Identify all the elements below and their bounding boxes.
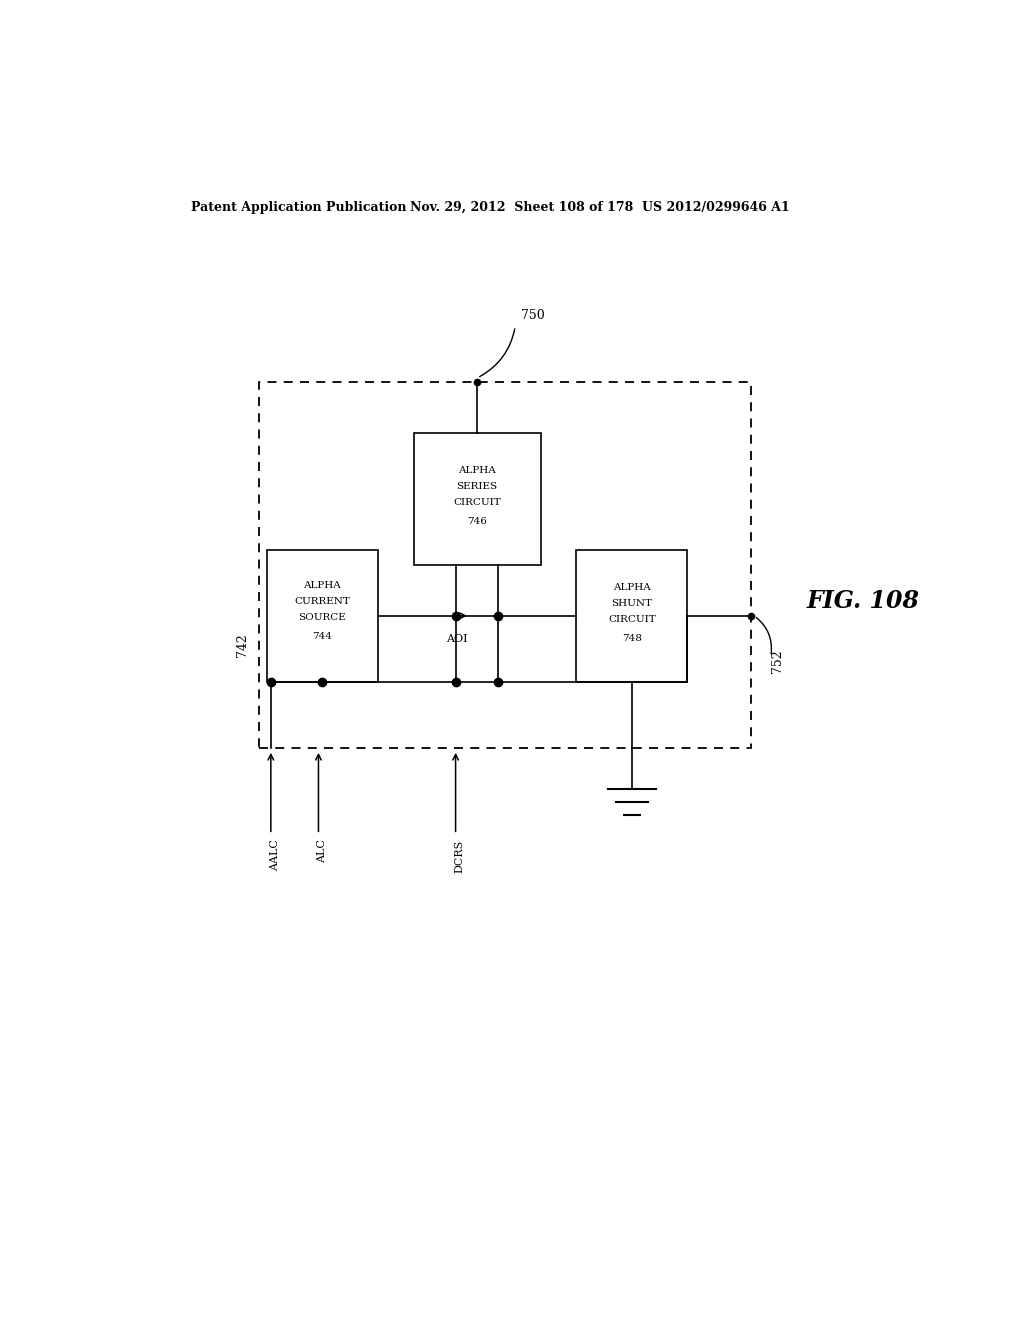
Text: ALPHA: ALPHA bbox=[613, 583, 651, 591]
Text: 744: 744 bbox=[312, 631, 333, 640]
Bar bbox=[259, 381, 751, 748]
Text: Patent Application Publication: Patent Application Publication bbox=[191, 201, 407, 214]
Text: Nov. 29, 2012  Sheet 108 of 178  US 2012/0299646 A1: Nov. 29, 2012 Sheet 108 of 178 US 2012/0… bbox=[410, 201, 790, 214]
Text: 746: 746 bbox=[467, 516, 487, 525]
Text: SHUNT: SHUNT bbox=[611, 599, 652, 609]
Bar bbox=[267, 549, 378, 682]
Text: DCRS: DCRS bbox=[455, 840, 465, 873]
Text: AALC: AALC bbox=[269, 840, 280, 871]
Text: ALPHA: ALPHA bbox=[459, 466, 496, 475]
Text: SERIES: SERIES bbox=[457, 482, 498, 491]
Text: CIRCUIT: CIRCUIT bbox=[454, 499, 501, 507]
Text: 752: 752 bbox=[771, 649, 783, 673]
Bar bbox=[577, 549, 687, 682]
Text: 742: 742 bbox=[237, 634, 250, 657]
Text: SOURCE: SOURCE bbox=[299, 614, 346, 622]
Text: 748: 748 bbox=[622, 634, 642, 643]
Text: ALC: ALC bbox=[317, 840, 328, 863]
Text: CURRENT: CURRENT bbox=[295, 597, 350, 606]
Text: FIG. 108: FIG. 108 bbox=[807, 589, 920, 612]
Text: CIRCUIT: CIRCUIT bbox=[608, 615, 655, 624]
Text: 750: 750 bbox=[521, 309, 545, 322]
Text: AOI: AOI bbox=[446, 634, 468, 644]
Text: ALPHA: ALPHA bbox=[303, 581, 341, 590]
Bar bbox=[414, 433, 541, 565]
